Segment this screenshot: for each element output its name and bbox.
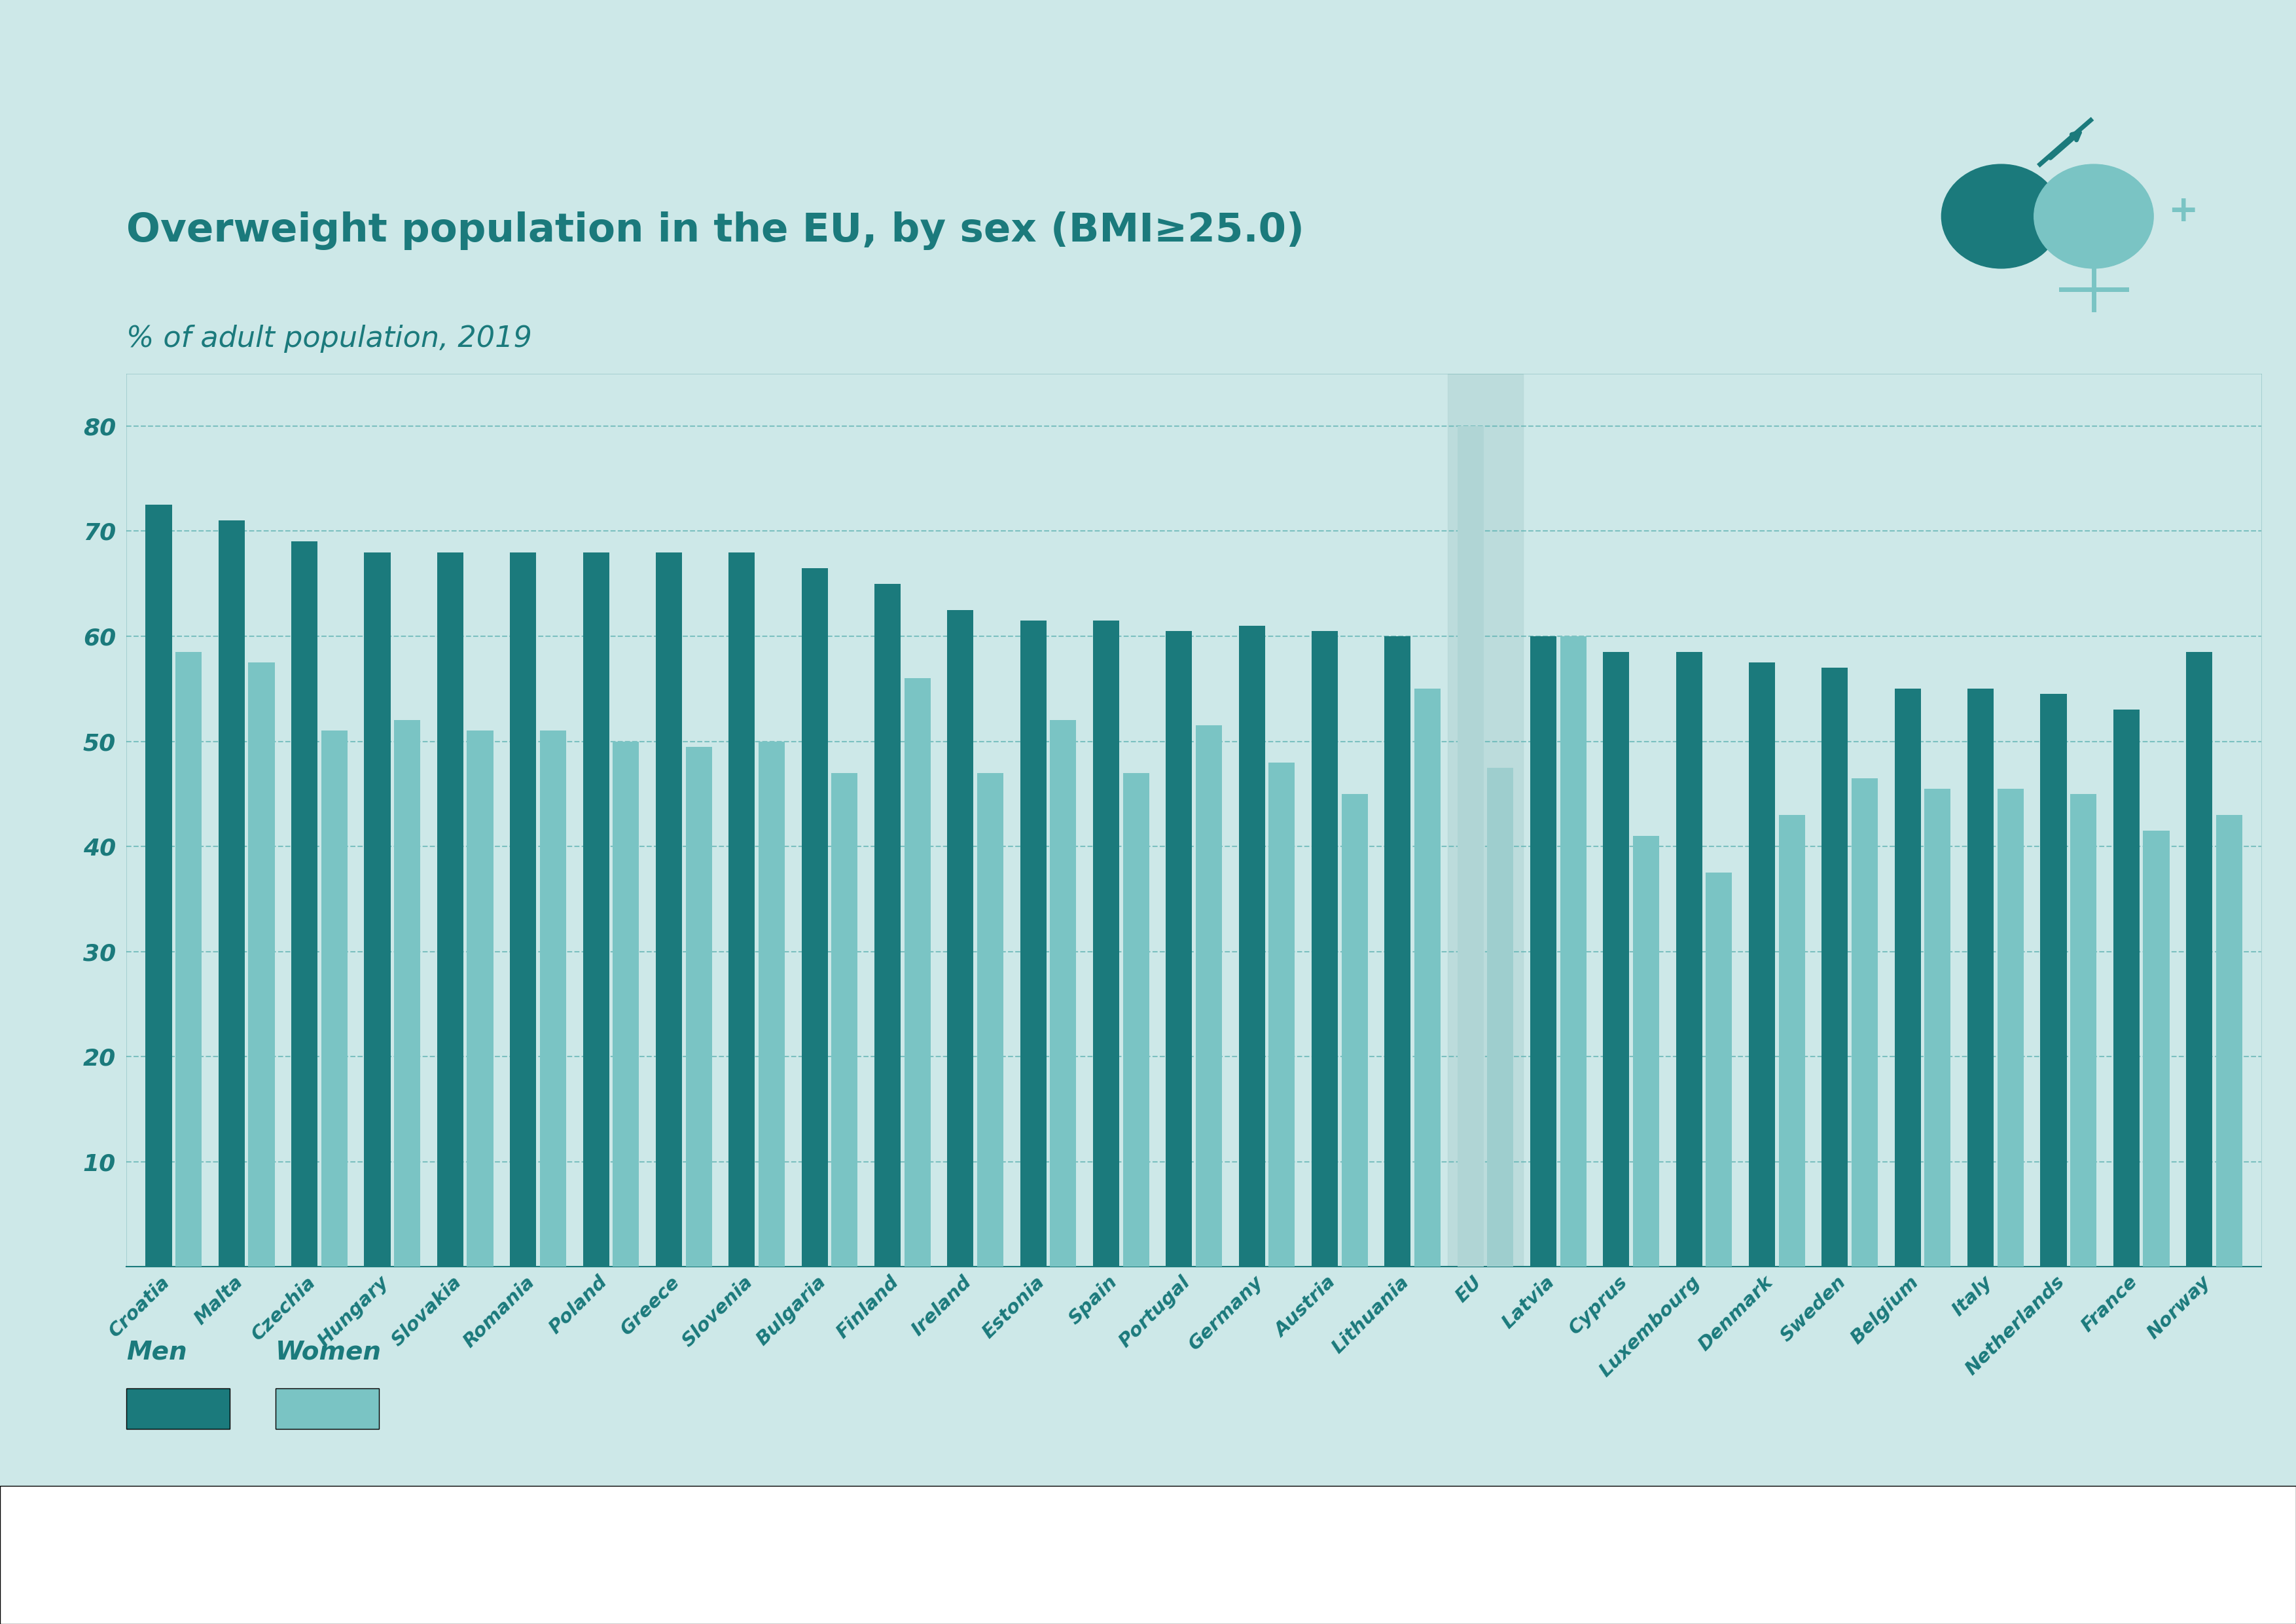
Text: ★: ★	[2234, 1579, 2241, 1585]
Text: Women: Women	[276, 1340, 381, 1364]
Bar	[1458, 425, 1483, 1267]
Bar	[1240, 625, 1265, 1267]
Bar	[1894, 689, 1922, 1267]
Bar	[948, 611, 974, 1267]
Bar	[2112, 710, 2140, 1267]
Bar	[321, 731, 347, 1267]
Bar	[1446, 374, 1522, 1267]
Bar	[801, 568, 829, 1267]
Bar	[2071, 794, 2096, 1267]
Bar	[1414, 689, 1440, 1267]
Bar	[1750, 663, 1775, 1267]
Text: ec.europa.eu/: ec.europa.eu/	[1961, 1543, 2135, 1569]
Bar	[2186, 651, 2213, 1267]
Bar	[395, 721, 420, 1267]
Text: Overweight population in the EU, by sex (BMI≥25.0): Overweight population in the EU, by sex …	[126, 211, 1304, 250]
Bar	[613, 741, 638, 1267]
Bar	[1968, 689, 1993, 1267]
Text: ★: ★	[2234, 1525, 2241, 1531]
Text: ★: ★	[2252, 1551, 2257, 1559]
Bar	[1093, 620, 1118, 1267]
Bar	[875, 583, 900, 1267]
Bar	[1166, 632, 1192, 1267]
Bar	[728, 552, 755, 1267]
Bar	[687, 747, 712, 1267]
Bar	[1924, 789, 1952, 1267]
Bar	[1270, 762, 1295, 1267]
Bar	[1019, 620, 1047, 1267]
Text: ★: ★	[2163, 1551, 2167, 1559]
Bar	[436, 552, 464, 1267]
Bar	[1559, 637, 1587, 1267]
Bar	[905, 679, 930, 1267]
Bar	[1311, 632, 1339, 1267]
Text: Men: Men	[126, 1340, 186, 1364]
Circle shape	[1942, 164, 2062, 268]
Bar	[2142, 830, 2170, 1267]
Text: ★: ★	[2206, 1509, 2213, 1515]
Bar	[583, 552, 608, 1267]
Text: ★: ★	[2206, 1595, 2213, 1601]
Bar	[978, 773, 1003, 1267]
Bar	[540, 731, 567, 1267]
Bar	[174, 651, 202, 1267]
Bar	[831, 773, 859, 1267]
Bar	[1676, 651, 1701, 1267]
Bar	[466, 731, 494, 1267]
Bar	[1998, 789, 2023, 1267]
Bar	[365, 552, 390, 1267]
Bar	[1488, 768, 1513, 1267]
Bar	[248, 663, 276, 1267]
Bar	[2216, 815, 2243, 1267]
Bar	[1384, 637, 1410, 1267]
Text: ★: ★	[2179, 1525, 2186, 1531]
Bar	[1341, 794, 1368, 1267]
Text: % of adult population, 2019: % of adult population, 2019	[126, 325, 533, 352]
Bar	[292, 542, 317, 1267]
Bar	[2041, 693, 2066, 1267]
Bar	[1632, 836, 1660, 1267]
Bar	[510, 552, 537, 1267]
Bar	[145, 505, 172, 1267]
Bar	[1779, 815, 1805, 1267]
Circle shape	[2034, 164, 2154, 268]
Bar	[758, 741, 785, 1267]
Bar	[1821, 667, 1848, 1267]
Bar	[1049, 721, 1077, 1267]
Text: ★: ★	[2179, 1579, 2186, 1585]
Bar	[1706, 872, 1731, 1267]
Text: eurostat: eurostat	[1828, 1543, 2135, 1569]
Bar	[1603, 651, 1630, 1267]
Bar	[1529, 637, 1557, 1267]
Bar	[1123, 773, 1148, 1267]
Bar	[1851, 778, 1878, 1267]
Bar	[218, 521, 246, 1267]
Bar	[1196, 726, 1221, 1267]
Text: +: +	[2167, 193, 2200, 229]
Bar	[657, 552, 682, 1267]
